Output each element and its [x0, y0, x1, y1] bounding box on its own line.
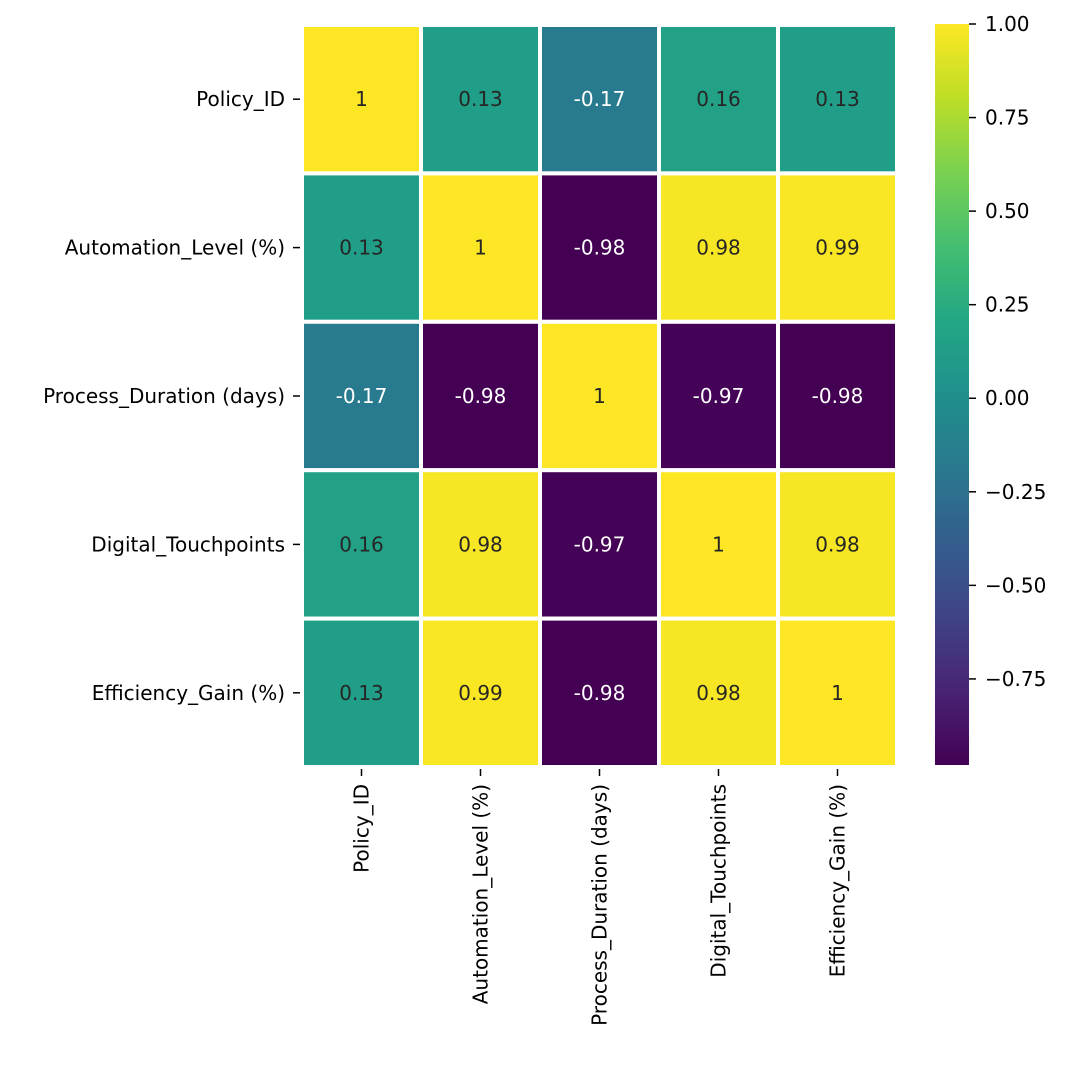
cell-annotation-0-3: 0.16: [696, 87, 741, 111]
column-label-3: Digital_Touchpoints: [707, 784, 731, 978]
cell-annotation-0-0: 1: [355, 87, 368, 111]
heatmap-cell-3-3: [657, 468, 780, 621]
heatmap-cell-4-0: [300, 616, 423, 769]
cell-annotation-3-4: 0.98: [815, 532, 860, 556]
column-label-4: Efficiency_Gain (%): [826, 784, 850, 977]
row-labels: Policy_ID Automation_Level (%) Process_Dur…: [43, 87, 300, 705]
cell-annotation-4-0: 0.13: [339, 681, 384, 705]
heatmap-cell-3-4: [776, 468, 899, 621]
heatmap-cell-4-4: [776, 616, 899, 769]
colorbar-tick-label-0: 1.00: [985, 12, 1030, 36]
heatmap-cell-2-3: [657, 319, 780, 473]
heatmap-cell-0-1: [419, 23, 542, 176]
heatmap-cell-4-1: [419, 616, 542, 769]
cell-annotation-2-3: -0.97: [693, 384, 745, 408]
cell-annotation-2-2: 1: [593, 384, 606, 408]
row-label-4: Efficiency_Gain (%): [92, 681, 285, 705]
colorbar-tick-label-2: 0.50: [985, 199, 1030, 223]
colorbar-tick-label-4: 0.00: [985, 386, 1030, 410]
row-label-0: Policy_ID: [196, 87, 285, 111]
column-label-1: Automation_Level (%): [469, 784, 493, 1004]
row-label-1: Automation_Level (%): [65, 236, 285, 260]
row-label-3: Digital_Touchpoints: [91, 532, 285, 556]
cell-annotation-1-3: 0.98: [696, 236, 741, 260]
colorbar-gradient: [935, 24, 969, 765]
cell-annotation-3-0: 0.16: [339, 532, 384, 556]
cell-annotation-1-2: -0.98: [574, 236, 626, 260]
cell-annotation-4-1: 0.99: [458, 681, 503, 705]
cell-annotation-3-3: 1: [712, 532, 725, 556]
colorbar-tick-label-6: −0.50: [985, 573, 1046, 597]
row-label-2: Process_Duration (days): [43, 384, 285, 408]
cell-annotation-3-2: -0.97: [574, 532, 626, 556]
cell-annotation-1-1: 1: [474, 236, 487, 260]
cell-annotation-0-2: -0.17: [574, 87, 626, 111]
cell-annotation-4-4: 1: [831, 681, 844, 705]
cell-annotation-1-0: 0.13: [339, 236, 384, 260]
cell-annotation-2-0: -0.17: [336, 384, 388, 408]
cell-annotation-2-4: -0.98: [812, 384, 864, 408]
cell-annotation-4-3: 0.98: [696, 681, 741, 705]
cell-annotation-0-1: 0.13: [458, 87, 503, 111]
cell-annotation-1-4: 0.99: [815, 236, 860, 260]
colorbar-tick-label-1: 0.75: [985, 106, 1030, 130]
colorbar: 1.00 0.75 0.50 0.25 0.00 −0.25 −0.50 −0.75: [935, 12, 1046, 765]
cell-annotation-0-4: 0.13: [815, 87, 860, 111]
heatmap-cell-2-1: [419, 319, 542, 473]
heatmap-cell-1-0: [300, 171, 423, 324]
cell-annotation-2-1: -0.98: [455, 384, 507, 408]
cell-annotation-4-2: -0.98: [574, 681, 626, 705]
colorbar-tick-label-5: −0.25: [985, 480, 1046, 504]
heatmap-cell-3-0: [300, 468, 423, 621]
heatmap-cells: 1 0.13 -0.17 0.16 0.13 0.13 1 -0.98 0.98 0.99 -0.1…: [300, 23, 899, 769]
colorbar-tick-label-7: −0.75: [985, 667, 1046, 691]
heatmap-cell-3-1: [419, 468, 542, 621]
column-label-2: Process_Duration (days): [588, 784, 612, 1026]
cell-annotation-3-1: 0.98: [458, 532, 503, 556]
heatmap-cell-1-2: [538, 171, 661, 324]
column-label-0: Policy_ID: [350, 784, 374, 873]
heatmap-cell-4-2: [538, 616, 661, 769]
colorbar-tick-label-3: 0.25: [985, 293, 1030, 317]
heatmap-cell-0-0: [300, 23, 423, 176]
column-labels: Policy_ID Automation_Level (%) Process_Dur…: [350, 769, 850, 1026]
heatmap-cell-1-4: [776, 171, 899, 324]
